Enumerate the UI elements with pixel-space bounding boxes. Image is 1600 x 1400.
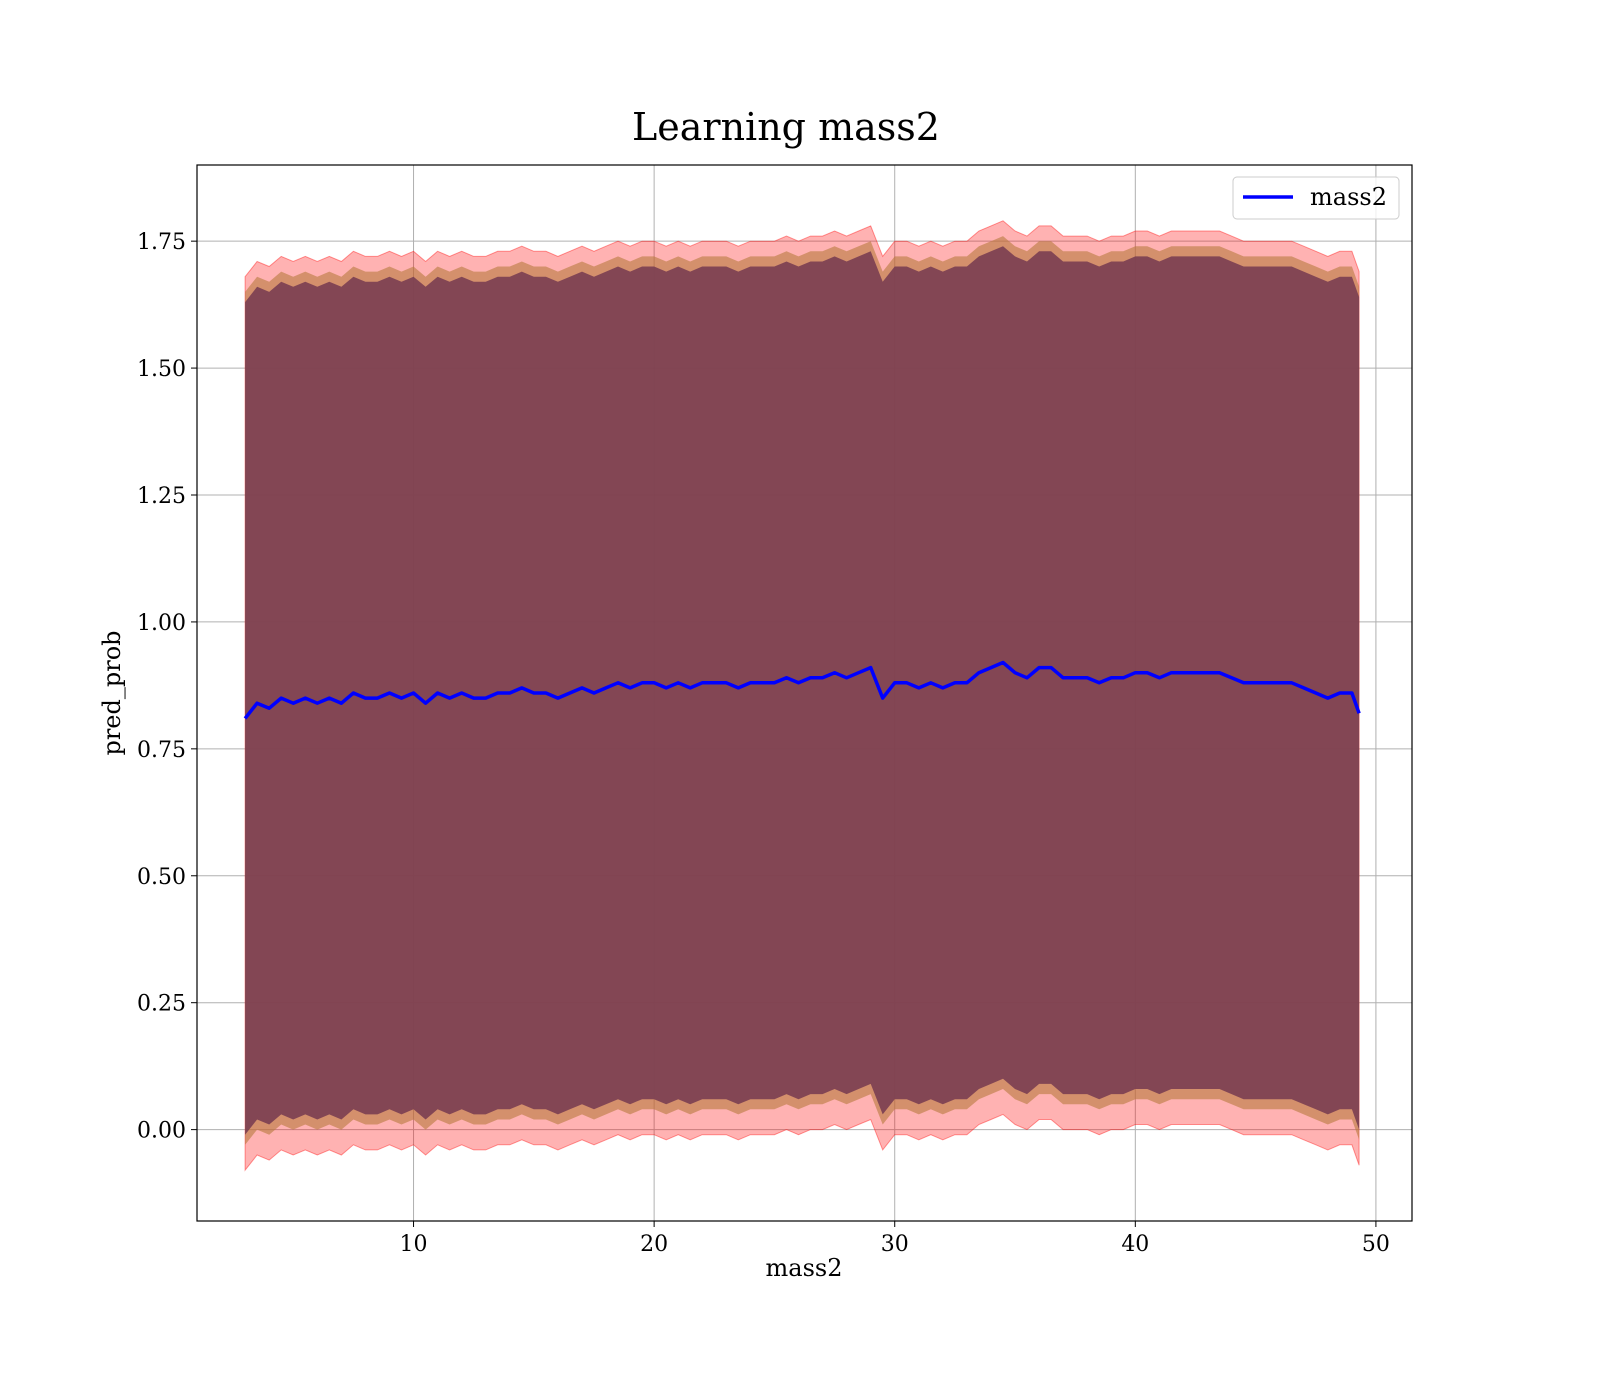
y-axis-label: pred_prob [98, 630, 126, 755]
x-tick-label: 30 [881, 1232, 909, 1257]
y-tick-label: 1.25 [137, 484, 186, 509]
confidence-bands [244, 220, 1360, 1172]
y-ticks: 0.00 0.25 0.50 0.75 1.00 1.25 1.50 1.75 [137, 230, 197, 1144]
y-tick-label: 0.00 [137, 1119, 186, 1144]
legend: mass2 [1232, 176, 1400, 220]
legend-box [1232, 176, 1400, 220]
series-lines [243, 660, 1361, 720]
x-ticks: 10 20 30 40 50 [400, 1221, 1390, 1257]
chart-title: Learning mass2 [632, 105, 940, 149]
x-axis-label: mass2 [766, 1254, 843, 1282]
y-tick-label: 0.25 [137, 992, 186, 1017]
x-tick-label: 40 [1121, 1232, 1149, 1257]
x-tick-label: 50 [1362, 1232, 1390, 1257]
y-tick-label: 1.00 [137, 611, 186, 636]
x-tick-label: 10 [400, 1232, 428, 1257]
inner-band [245, 246, 1360, 1135]
y-tick-label: 1.75 [137, 230, 186, 255]
series-line-0 [243, 660, 1361, 720]
legend-label: mass2 [1310, 183, 1387, 211]
y-tick-label: 0.75 [137, 738, 186, 763]
y-tick-label: 1.50 [137, 357, 186, 382]
y-tick-label: 0.50 [137, 865, 186, 890]
x-tick-label: 20 [640, 1232, 668, 1257]
plot-frame [196, 164, 1413, 1222]
